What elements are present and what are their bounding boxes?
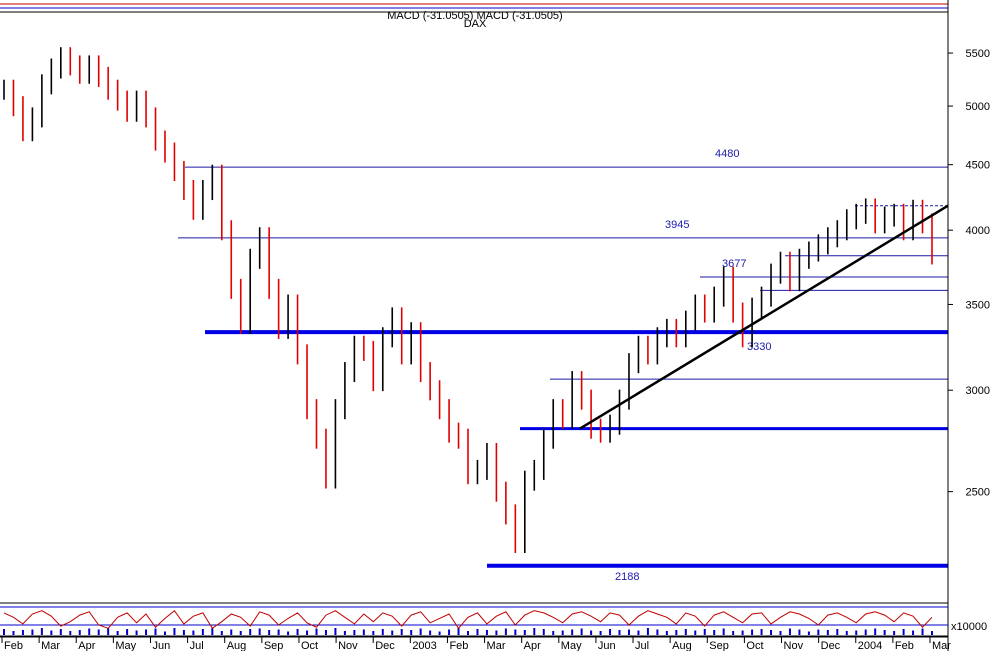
time-tick-label: Mar	[41, 640, 60, 651]
time-tick-label: Feb	[449, 640, 468, 651]
osc-scale-label: x10000	[951, 621, 987, 633]
level-label: 3330	[747, 341, 771, 353]
level-lines: 4480 3945 3677 3330 2188	[178, 148, 948, 583]
time-tick-label: Nov	[784, 640, 804, 651]
oscillator-panel: x10000	[0, 602, 987, 637]
time-tick-label: Aug	[672, 640, 692, 651]
time-tick-label: Jun	[152, 640, 170, 651]
trendline-segment	[579, 204, 949, 430]
price-axis: 5500 5000 4500 4000 3500 3000 2500	[947, 0, 990, 651]
time-tick-label: Apr	[524, 640, 541, 651]
level-label: 3945	[665, 219, 689, 231]
chart-title: DAX	[464, 18, 487, 30]
oscillator-line	[3, 609, 933, 630]
indicator-header	[0, 3, 948, 13]
time-tick-label: Mar	[932, 640, 951, 651]
time-tick-label: Jul	[190, 640, 204, 651]
time-tick-label: Oct	[301, 640, 318, 651]
price-tick-label: 4500	[966, 160, 990, 172]
price-candles	[3, 47, 933, 553]
time-tick-label: Sep	[264, 640, 284, 651]
time-tick-label: 2004	[858, 640, 882, 651]
price-tick-label: 3500	[966, 299, 990, 311]
time-tick-label: Mar	[487, 640, 506, 651]
time-tick-label: Feb	[4, 640, 23, 651]
time-axis: Feb Mar Apr May Jun Jul Aug Sep Oct Nov Dec 2003 Feb…	[0, 636, 951, 651]
time-tick-label: 2003	[412, 640, 436, 651]
price-tick-label: 5500	[966, 48, 990, 60]
time-tick-label: Apr	[78, 640, 95, 651]
time-tick-label: Nov	[338, 640, 358, 651]
indicator-header-line1: MACD (-31.0505) MACD (-31.0505)	[387, 10, 562, 22]
price-tick-label: 4000	[966, 225, 990, 237]
time-tick-label: Sep	[709, 640, 729, 651]
time-tick-label: Oct	[746, 640, 763, 651]
level-label: 2188	[615, 571, 639, 583]
level-label: 3677	[722, 258, 746, 270]
price-tick-label: 3000	[966, 385, 990, 397]
time-tick-label: Jul	[635, 640, 649, 651]
time-tick-label: May	[561, 640, 582, 651]
time-tick-label: Dec	[375, 640, 395, 651]
level-label: 4480	[715, 148, 739, 160]
time-tick-label: May	[115, 640, 136, 651]
price-tick-label: 2500	[966, 487, 990, 499]
trendline	[579, 204, 949, 430]
time-tick-label: Aug	[227, 640, 247, 651]
time-tick-label: Jun	[598, 640, 616, 651]
time-tick-label: Dec	[821, 640, 841, 651]
price-tick-label: 5000	[966, 101, 990, 113]
time-tick-label: Feb	[895, 640, 914, 651]
